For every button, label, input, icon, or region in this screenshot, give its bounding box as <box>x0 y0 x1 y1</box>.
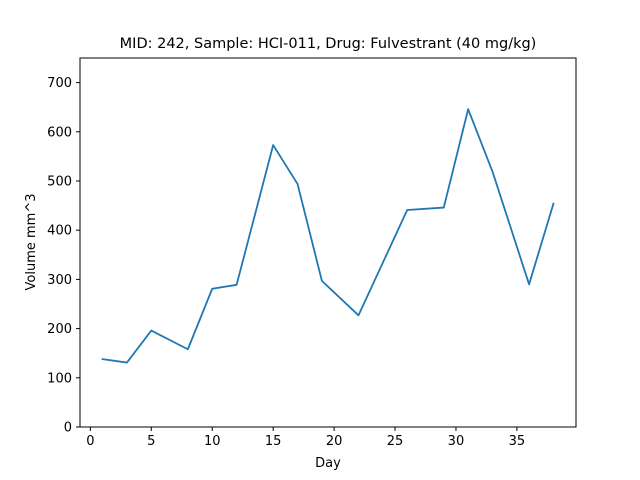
x-axis-label: Day <box>315 456 341 471</box>
x-tick-label: 0 <box>86 434 94 449</box>
plot-frame <box>79 57 577 428</box>
y-tick-label: 600 <box>47 125 72 140</box>
series-line-1 <box>101 108 555 364</box>
plot-area <box>79 57 577 428</box>
x-tick-label: 15 <box>265 434 282 449</box>
y-tick-label: 400 <box>47 224 72 239</box>
y-tick-label: 100 <box>47 371 72 386</box>
axis-ticks: 0 5 10 15 20 25 30 35 0 100 200 300 400 500 600 700 <box>47 76 525 449</box>
y-tick-label: 200 <box>47 322 72 337</box>
y-tick-label: 300 <box>47 273 72 288</box>
chart-title: MID: 242, Sample: HCI-011, Drug: Fulvest… <box>120 36 537 52</box>
x-tick-label: 5 <box>147 434 155 449</box>
x-tick-label: 25 <box>387 434 404 449</box>
x-tick-label: 35 <box>509 434 526 449</box>
x-tick-label: 20 <box>326 434 343 449</box>
y-tick-label: 0 <box>64 421 72 436</box>
x-tick-label: 30 <box>448 434 465 449</box>
x-tick-label: 10 <box>204 434 221 449</box>
y-tick-label: 500 <box>47 175 72 190</box>
y-axis-label: Volume mm^3 <box>24 194 39 291</box>
y-tick-label: 700 <box>47 76 72 91</box>
